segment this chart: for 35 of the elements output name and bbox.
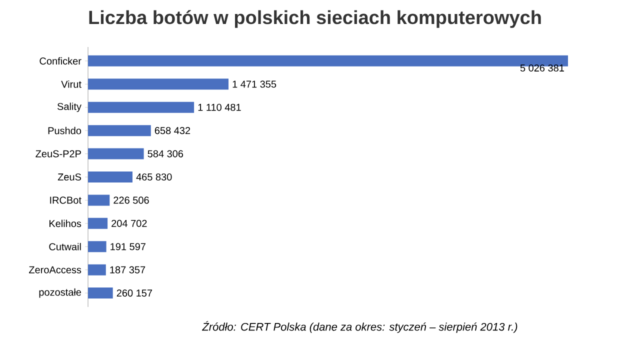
data-label: 465 830 [136, 173, 172, 181]
y-tick-label: IRCBot [50, 196, 82, 204]
bar [88, 171, 132, 182]
chart-title: Liczba botów w polskich sieciach komputerowych [89, 10, 541, 28]
bar [88, 218, 108, 229]
y-tick-label: ZeuS [58, 173, 82, 181]
bar [88, 125, 151, 136]
y-tick-label: ZeroAccess [29, 266, 82, 274]
data-label: 187 357 [110, 266, 146, 274]
data-label: 1 471 355 [232, 80, 276, 88]
data-label: 204 702 [112, 220, 147, 227]
bar [88, 194, 110, 206]
bar [88, 78, 229, 90]
data-label: 584 306 [148, 150, 184, 158]
bar [88, 148, 144, 160]
data-label: 226 506 [114, 196, 149, 204]
bar [88, 55, 568, 66]
bar [88, 102, 194, 113]
text: Źródło: CERT Polska (dane za okres: styczeń – sierpień 2013 r.) [202, 321, 518, 333]
data-label: 191 597 [110, 243, 146, 250]
y-tick-label: Cutwail [49, 242, 81, 250]
y-tick-label: pozostałe [39, 288, 82, 298]
bar [88, 241, 106, 252]
y-tick-label: Kelihos [49, 220, 82, 228]
data-label: 5 026 381 [520, 64, 564, 72]
y-tick-label: ZeuS-P2P [36, 150, 81, 158]
data-label: 1 110 481 [198, 104, 241, 111]
data-label: 260 157 [116, 290, 152, 297]
y-tick-label: Virut [61, 80, 82, 88]
data-label: 658 432 [154, 127, 190, 134]
bar [88, 264, 106, 276]
y-tick-label: Pushdo [48, 126, 82, 134]
y-tick-label: Sality [57, 102, 82, 112]
y-tick-label: Conficker [40, 57, 82, 65]
bar [88, 288, 113, 299]
